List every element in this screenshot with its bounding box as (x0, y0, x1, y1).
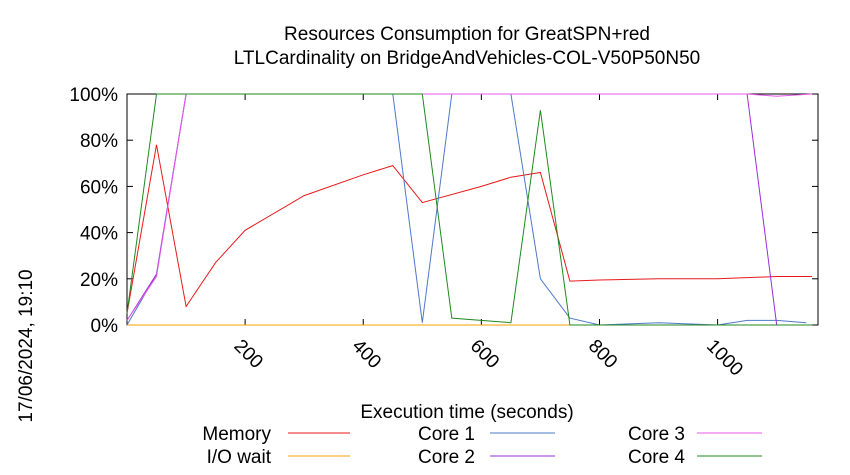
series-line-core-3 (126, 93, 813, 321)
x-tick-label: 400 (348, 336, 385, 373)
legend-label-i-o-wait: I/O wait (207, 447, 272, 468)
x-axis-label: Execution time (seconds) (360, 402, 573, 423)
legend-label-core-2: Core 2 (418, 447, 475, 468)
y-tick-label: 20% (80, 270, 118, 291)
x-axis: 200 400 600 800 1000 (230, 94, 747, 380)
side-timestamp-label: 17/06/2024, 19:10 (16, 269, 37, 422)
y-tick-label: 0% (91, 316, 119, 337)
legend-label-core-4: Core 4 (628, 447, 685, 468)
series-line-core-1 (126, 93, 807, 326)
series-line-core-2 (126, 93, 813, 326)
legend-label-core-1: Core 1 (418, 424, 475, 445)
series-line-core-4 (126, 93, 813, 326)
legend-label-memory: Memory (202, 424, 271, 445)
chart-title: Resources Consumption for GreatSPN+red (284, 24, 650, 45)
y-axis: 0% 20% 40% 60% 80% 100% (69, 85, 818, 337)
chart-subtitle: LTLCardinality on BridgeAndVehicles-COL-… (234, 48, 700, 69)
x-tick-label: 1000 (702, 336, 747, 381)
x-tick-label: 600 (466, 336, 503, 373)
x-tick-label: 200 (230, 336, 267, 373)
y-tick-label: 40% (80, 224, 118, 245)
series-line-memory (126, 144, 813, 314)
x-tick-label: 800 (584, 336, 621, 373)
y-tick-label: 80% (80, 131, 118, 152)
y-tick-label: 60% (80, 177, 118, 198)
series-group (126, 93, 813, 326)
plot-frame (126, 93, 819, 326)
legend-label-core-3: Core 3 (628, 424, 685, 445)
y-tick-label: 100% (69, 85, 118, 106)
